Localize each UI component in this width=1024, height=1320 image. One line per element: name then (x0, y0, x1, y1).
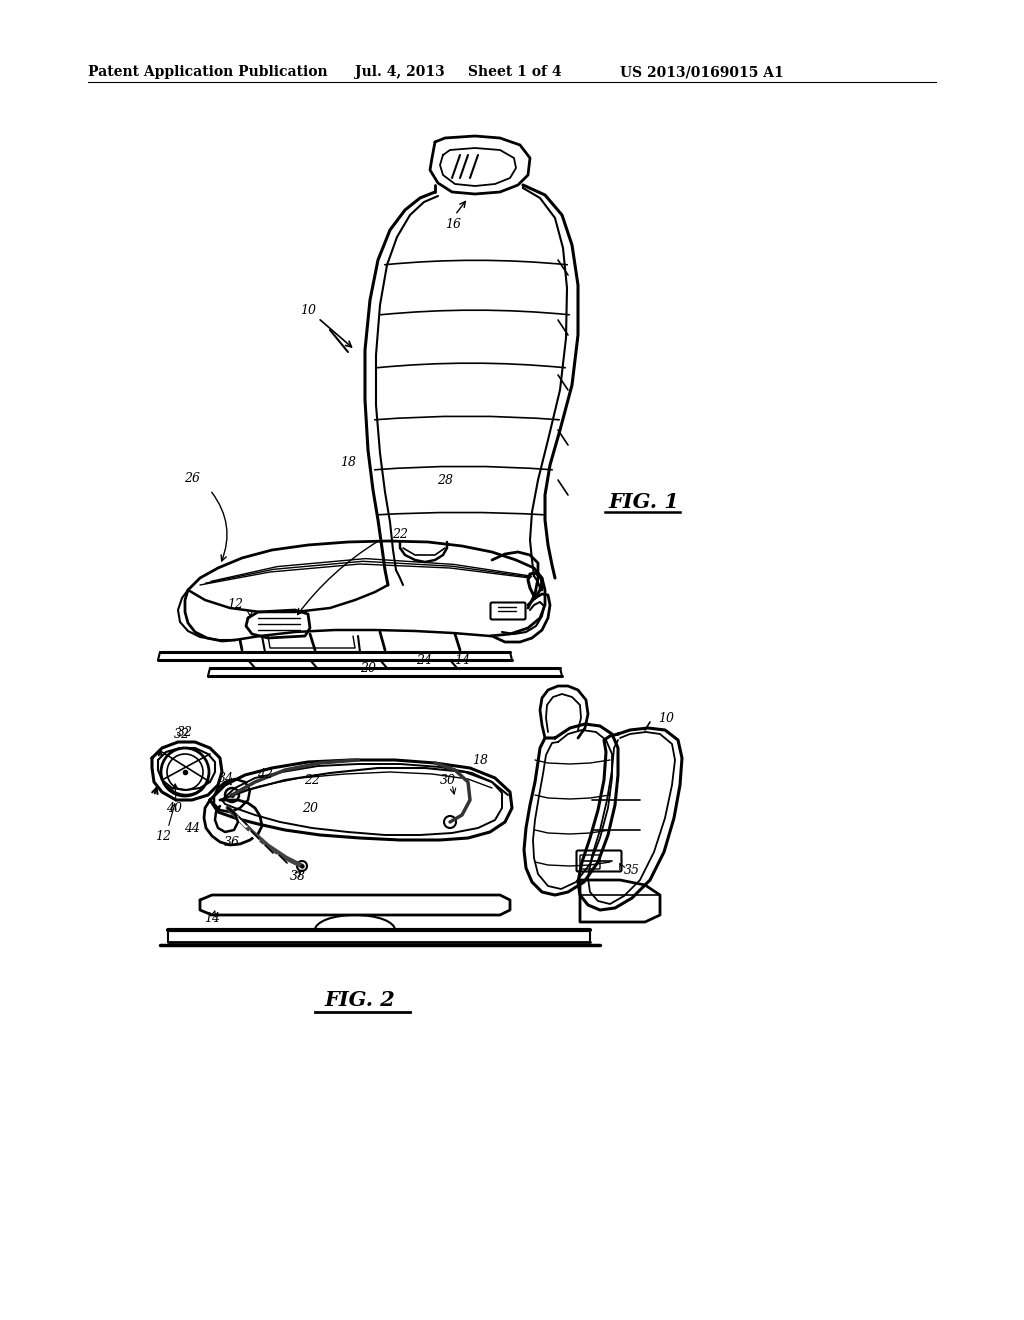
Text: 12: 12 (155, 829, 171, 842)
Text: Patent Application Publication: Patent Application Publication (88, 65, 328, 79)
Text: 26: 26 (184, 471, 200, 484)
Text: 38: 38 (290, 870, 306, 883)
Text: 35: 35 (624, 863, 640, 876)
Text: 40: 40 (166, 801, 182, 814)
Text: 22: 22 (392, 528, 408, 541)
FancyBboxPatch shape (580, 855, 600, 869)
Text: 14: 14 (204, 912, 220, 924)
FancyBboxPatch shape (577, 850, 622, 871)
Text: 10: 10 (300, 304, 316, 317)
Text: 32: 32 (177, 726, 193, 738)
Text: 36: 36 (224, 837, 240, 850)
Text: 24: 24 (416, 653, 432, 667)
Text: 34: 34 (218, 771, 234, 784)
Text: 16: 16 (445, 219, 461, 231)
FancyBboxPatch shape (490, 602, 525, 619)
Text: FIG. 2: FIG. 2 (325, 990, 395, 1010)
Text: 20: 20 (302, 801, 318, 814)
Text: Sheet 1 of 4: Sheet 1 of 4 (468, 65, 561, 79)
Text: 22: 22 (304, 774, 319, 787)
Text: 44: 44 (184, 821, 200, 834)
Text: US 2013/0169015 A1: US 2013/0169015 A1 (620, 65, 783, 79)
Text: 18: 18 (472, 754, 488, 767)
Text: 42: 42 (257, 767, 273, 780)
Text: FIG. 1: FIG. 1 (608, 492, 679, 512)
Text: 18: 18 (340, 455, 356, 469)
Text: 12: 12 (227, 598, 243, 611)
Text: 30: 30 (440, 774, 456, 787)
Text: Jul. 4, 2013: Jul. 4, 2013 (355, 65, 444, 79)
Text: 32: 32 (174, 727, 190, 741)
Text: 20: 20 (360, 661, 376, 675)
Text: 10: 10 (658, 711, 674, 725)
Text: 28: 28 (437, 474, 453, 487)
Text: 14: 14 (454, 653, 470, 667)
